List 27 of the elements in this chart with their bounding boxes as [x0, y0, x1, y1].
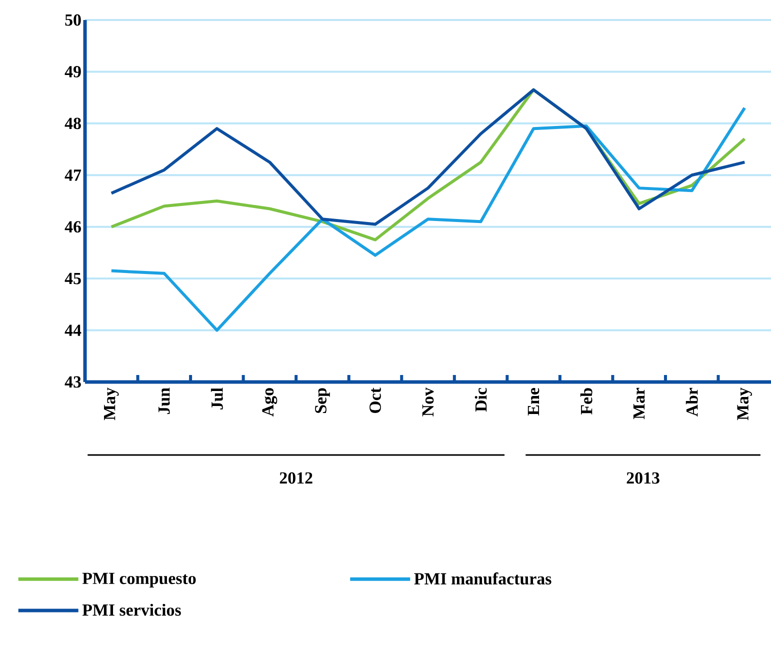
x-tick-label: Ene — [528, 388, 540, 416]
y-tick-label: 46 — [64, 221, 81, 233]
x-tick-label: Sep — [315, 388, 330, 413]
x-tick-label: May — [104, 388, 119, 420]
x-tick-label: Feb — [580, 388, 592, 414]
x-tick-label: Abr — [686, 388, 698, 417]
y-tick-label: 49 — [64, 66, 81, 78]
y-tick-label: 50 — [65, 14, 81, 26]
legend-label: PMI manufacturas — [414, 572, 552, 585]
y-tick-label: 48 — [64, 118, 81, 130]
x-tick-label: Mar — [633, 388, 645, 420]
x-tick-label: Dic — [474, 388, 487, 412]
line-series — [110, 106, 746, 332]
text: 2013 — [626, 472, 660, 484]
x-tick-label: Ago — [262, 388, 278, 416]
legend-label: PMI servicios — [82, 604, 181, 616]
y-tick-label: 45 — [64, 272, 81, 284]
y-tick-label: 44 — [64, 324, 82, 336]
x-tick-label: Oct — [370, 388, 381, 414]
y-tick-label: 47 — [64, 170, 82, 181]
x-tick-label: Jun — [158, 388, 170, 414]
x-tick-label: Nov — [422, 388, 434, 416]
y-tick-label: 43 — [64, 376, 81, 388]
text: 2012 — [280, 472, 312, 484]
legend-label: PMI compuesto — [82, 572, 196, 588]
x-tick-label: Jul — [210, 388, 223, 410]
x-tick-label: May — [737, 388, 752, 420]
